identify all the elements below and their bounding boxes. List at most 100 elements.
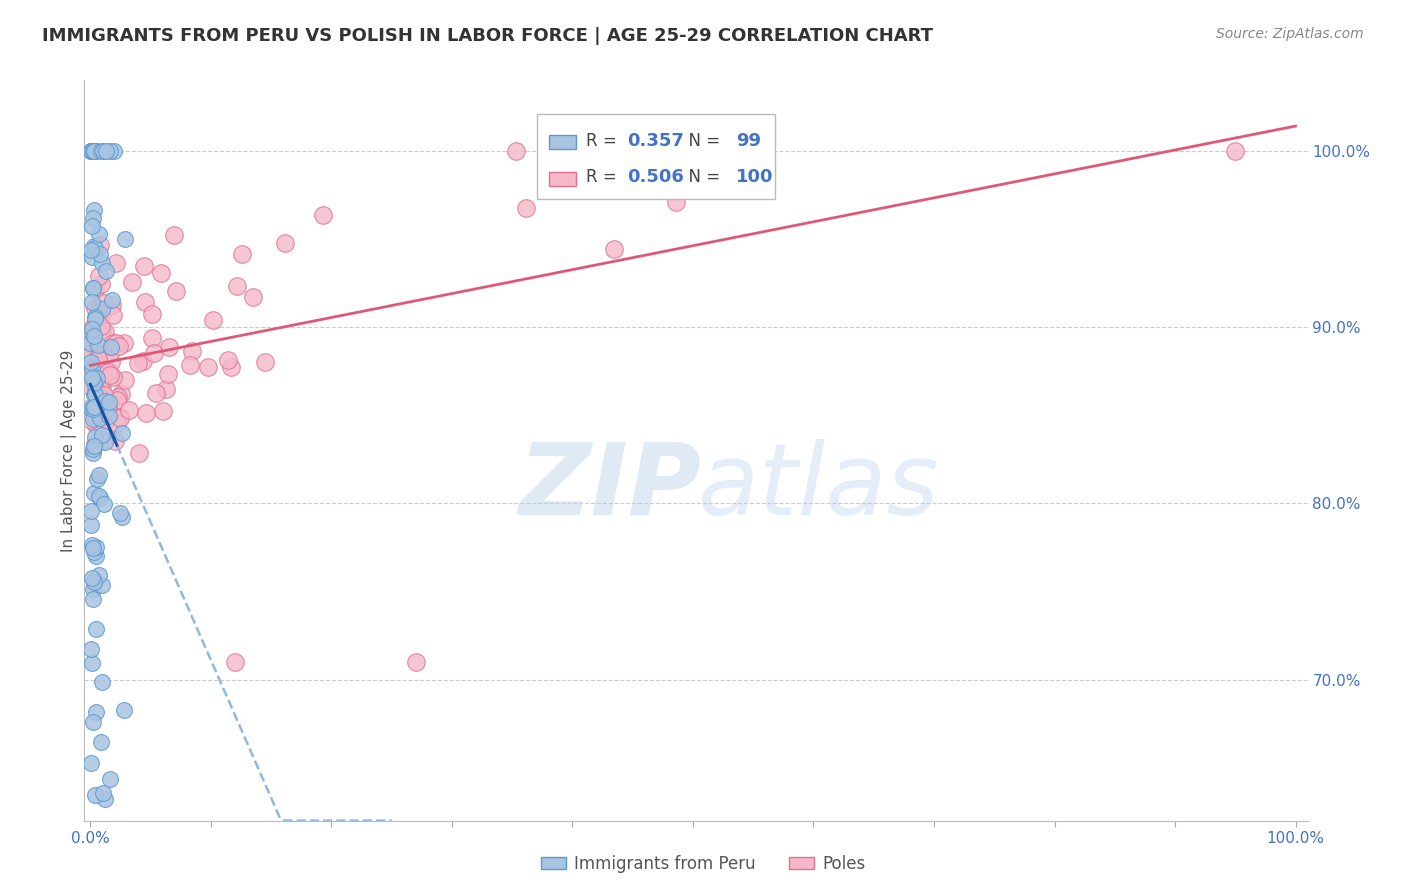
Point xyxy=(155,382,177,396)
Point xyxy=(83,301,105,315)
Point xyxy=(93,435,115,450)
Point xyxy=(93,295,115,310)
Point xyxy=(80,295,103,310)
Point xyxy=(82,211,104,225)
Point xyxy=(87,376,110,391)
FancyBboxPatch shape xyxy=(550,172,576,186)
Point xyxy=(93,394,115,409)
Point xyxy=(141,331,163,345)
Text: Source: ZipAtlas.com: Source: ZipAtlas.com xyxy=(1216,27,1364,41)
Point xyxy=(91,578,114,592)
Text: 100: 100 xyxy=(737,169,773,186)
Point xyxy=(89,247,111,261)
Point xyxy=(80,413,103,427)
Point xyxy=(83,436,105,450)
Text: N =: N = xyxy=(678,132,725,150)
Point xyxy=(90,256,112,270)
Point xyxy=(101,370,124,384)
Point xyxy=(98,346,121,360)
Point xyxy=(82,446,104,460)
Point xyxy=(82,538,104,552)
Point xyxy=(80,504,103,518)
Point xyxy=(105,256,128,270)
Point xyxy=(79,335,101,350)
Point xyxy=(87,306,110,320)
Point xyxy=(108,409,131,424)
Point xyxy=(82,320,104,334)
Point xyxy=(83,545,105,559)
Point xyxy=(114,372,136,386)
Point xyxy=(93,397,115,411)
Point xyxy=(82,401,104,416)
Point xyxy=(114,232,136,246)
Point xyxy=(103,144,125,158)
Point xyxy=(94,144,117,158)
Text: N =: N = xyxy=(678,169,725,186)
Point xyxy=(128,446,150,460)
Point xyxy=(80,371,103,385)
Point xyxy=(87,350,110,364)
Point xyxy=(89,301,111,316)
Point xyxy=(90,675,112,690)
Point xyxy=(80,144,103,158)
Point xyxy=(87,489,110,503)
Point xyxy=(87,268,110,283)
Point xyxy=(82,144,104,158)
Point xyxy=(84,144,107,158)
Point xyxy=(90,735,112,749)
Point xyxy=(84,622,107,636)
Point xyxy=(101,293,124,308)
Text: atlas: atlas xyxy=(697,439,939,536)
Point xyxy=(87,351,110,366)
Point xyxy=(274,236,297,251)
Point xyxy=(134,294,156,309)
Point xyxy=(82,361,104,376)
Point xyxy=(91,301,114,316)
Point xyxy=(83,401,105,415)
Point xyxy=(80,322,103,336)
Point xyxy=(217,352,239,367)
FancyBboxPatch shape xyxy=(537,113,776,199)
Point xyxy=(83,202,105,217)
Point xyxy=(82,144,104,158)
Point xyxy=(80,366,103,380)
Point xyxy=(100,772,122,786)
Point xyxy=(84,241,107,255)
Point xyxy=(157,340,180,354)
Point xyxy=(98,368,121,383)
Point xyxy=(145,385,167,400)
Point xyxy=(82,281,104,295)
Point xyxy=(82,327,104,342)
Point xyxy=(80,243,103,257)
Point xyxy=(93,433,115,447)
Point xyxy=(83,573,105,587)
Point xyxy=(84,417,107,432)
Point xyxy=(197,360,219,375)
Point xyxy=(100,144,122,158)
Point xyxy=(79,517,101,532)
Point xyxy=(118,402,141,417)
Text: R =: R = xyxy=(586,169,621,186)
Point xyxy=(665,194,688,209)
Point xyxy=(111,510,134,524)
Point xyxy=(104,434,127,448)
Point xyxy=(97,409,120,423)
Point xyxy=(80,571,103,585)
Point xyxy=(80,144,103,158)
Point xyxy=(79,642,101,657)
Point xyxy=(97,365,120,379)
Text: R =: R = xyxy=(586,132,621,150)
Point xyxy=(91,144,114,158)
Point xyxy=(111,426,134,441)
Point xyxy=(89,491,111,505)
Point xyxy=(83,788,105,802)
Point xyxy=(163,227,186,242)
Point xyxy=(89,348,111,362)
Point xyxy=(179,358,201,372)
Point xyxy=(94,325,117,339)
Text: 0.506: 0.506 xyxy=(627,169,685,186)
Point xyxy=(132,259,155,273)
Point xyxy=(89,380,111,394)
Point xyxy=(89,567,111,582)
Point xyxy=(105,393,128,408)
